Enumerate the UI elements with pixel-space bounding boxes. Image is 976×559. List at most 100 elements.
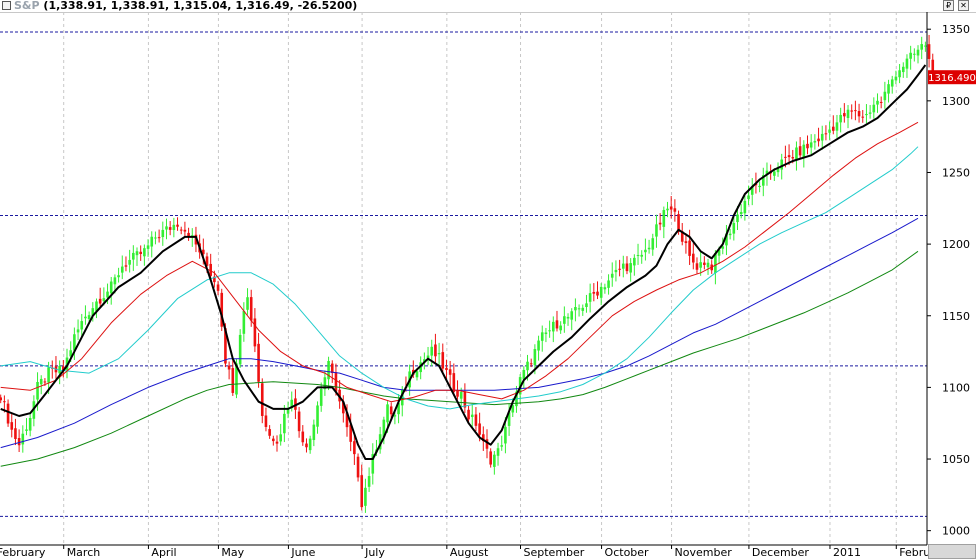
ma-cyan-line <box>0 146 919 410</box>
candle-body <box>813 141 817 143</box>
candle-body <box>581 307 585 311</box>
candle-body <box>555 320 559 329</box>
moving-averages <box>0 64 927 467</box>
candle-body <box>879 101 883 103</box>
candle-body <box>765 170 769 175</box>
candle-body <box>161 229 165 238</box>
candle-body <box>695 263 699 270</box>
candle-body <box>703 262 706 265</box>
candle-body <box>927 44 931 59</box>
x-tick-label: December <box>752 546 810 559</box>
y-tick-label: 1000 <box>942 525 970 538</box>
candle-body <box>798 146 802 156</box>
candle-body <box>353 441 356 455</box>
candle-body <box>224 328 227 364</box>
x-tick-label: 2011 <box>833 546 861 559</box>
candle-body <box>62 366 65 371</box>
candle-body <box>14 428 17 439</box>
candle-body <box>456 390 459 397</box>
candle-body <box>356 456 360 478</box>
candle-body <box>552 321 555 332</box>
symbol-label: S&P <box>14 0 40 12</box>
candle-body <box>607 280 610 288</box>
candle-body <box>172 224 176 231</box>
candle-body <box>463 391 467 408</box>
candle-body <box>666 208 669 211</box>
candle-body <box>559 325 562 331</box>
candle-body <box>857 111 861 117</box>
candle-body <box>662 210 666 227</box>
candle-body <box>739 212 743 215</box>
candle-body <box>213 276 216 283</box>
candle-body <box>894 76 898 81</box>
candle-body <box>349 424 352 442</box>
candle-body <box>913 53 916 55</box>
candle-body <box>773 171 776 176</box>
candle-body <box>493 454 496 467</box>
candle-body <box>791 157 795 159</box>
candle-body <box>809 142 813 148</box>
candle-body <box>658 222 662 225</box>
price-chart: 1350 1300 1250 1200 1150 1100 1050 1000 1316.490… <box>0 12 976 559</box>
candle-body <box>367 476 371 487</box>
candle-body <box>154 237 157 239</box>
candle-body <box>334 372 338 392</box>
candle-body <box>264 415 268 427</box>
candle-body <box>504 426 507 444</box>
candle-body <box>84 316 87 319</box>
candle-body <box>58 366 61 374</box>
candle-body <box>257 343 260 382</box>
candle-body <box>540 332 544 341</box>
candle-body <box>345 412 349 428</box>
candle-body <box>187 232 190 238</box>
candle-body <box>537 340 540 351</box>
candle-body <box>441 352 445 369</box>
horizontal-scrollbar[interactable] <box>928 544 976 559</box>
candle-body <box>342 401 345 414</box>
chart-window-icon[interactable] <box>2 1 11 10</box>
candle-body <box>272 438 275 442</box>
candle-body <box>87 315 91 320</box>
candle-body <box>714 253 717 274</box>
x-tick-label: September <box>524 546 585 559</box>
candle-body <box>10 422 14 430</box>
x-tick-label: November <box>675 546 733 559</box>
candle-body <box>846 109 850 118</box>
restore-button[interactable]: ₽ <box>943 0 954 11</box>
candle-body <box>205 256 209 266</box>
candle-body <box>688 240 691 256</box>
candle-body <box>721 246 725 249</box>
last-price-box <box>928 70 976 85</box>
candle-body <box>124 265 128 267</box>
candle-body <box>308 438 312 451</box>
candle-body <box>868 112 872 114</box>
y-tick-label: 1100 <box>942 381 970 394</box>
candle-body <box>780 159 784 170</box>
candle-body <box>238 334 242 365</box>
ma-green-line <box>0 250 919 467</box>
reference-lines <box>0 31 927 517</box>
candle-body <box>669 206 673 210</box>
candle-body <box>909 52 912 59</box>
candle-body <box>629 263 632 273</box>
candle-body <box>286 408 290 414</box>
candle-body <box>677 214 680 232</box>
candle-body <box>787 155 791 158</box>
candle-body <box>876 100 879 105</box>
candle-body <box>305 443 308 448</box>
candle-body <box>533 349 537 366</box>
candle-body <box>452 373 456 392</box>
candle-body <box>260 383 264 416</box>
candle-body <box>901 66 905 73</box>
y-tick-label: 1150 <box>942 310 970 323</box>
candle-body <box>183 229 187 232</box>
candle-body <box>371 454 375 474</box>
candle-body <box>625 263 629 272</box>
candle-body <box>76 329 80 333</box>
candle-body <box>817 138 820 142</box>
candle-body <box>279 434 282 442</box>
candle-body <box>73 334 76 351</box>
candle-body <box>290 399 294 409</box>
close-button[interactable]: ✕ <box>958 0 969 11</box>
candle-body <box>747 195 750 200</box>
